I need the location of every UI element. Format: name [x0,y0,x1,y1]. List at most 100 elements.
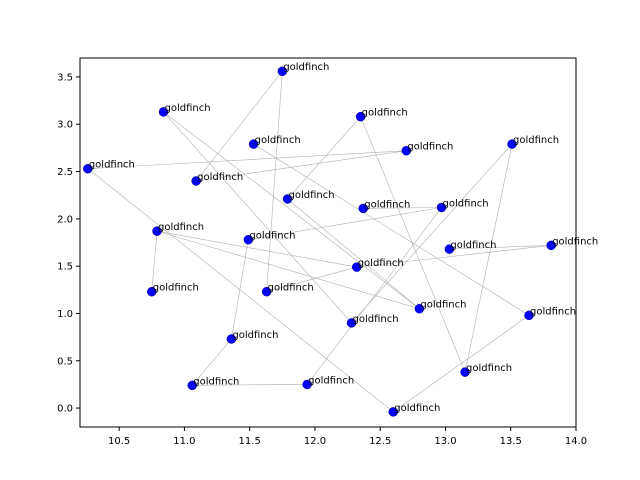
edge-line [449,245,552,250]
edge-line [363,207,442,209]
x-tick-label: 13.0 [434,436,456,447]
edge-line [253,143,530,316]
data-point [261,286,272,297]
point-label: goldfinch [407,142,453,153]
edge-line [151,231,158,292]
data-point [277,66,288,76]
data-point [401,145,412,156]
point-label: goldfinch [197,172,243,183]
y-tick-label: 0.0 [57,404,73,415]
x-tick-label: 13.5 [500,436,522,447]
y-tick-label: 1.0 [57,309,73,320]
point-label: goldfinch [289,190,335,201]
data-point [460,367,470,377]
edge-line [266,71,283,292]
point-label: goldfinch [362,108,408,119]
point-label: goldfinch [89,160,135,171]
data-point [152,226,162,236]
point-label-layer: goldfinch goldfinch goldfinch goldfinch gold… [89,62,598,414]
point-label: goldfinch [450,240,496,251]
data-point [358,203,368,214]
data-point [187,380,198,391]
data-point [248,139,259,149]
data-point [414,303,425,314]
edge-line [192,338,232,386]
edge-line [360,116,466,373]
edge-line [356,245,552,268]
data-point [191,176,201,186]
point-label: goldfinch [193,376,239,387]
edge-line [306,207,442,385]
data-point [507,139,517,149]
edge-line [287,116,361,200]
x-tick-label: 10.5 [108,436,130,447]
data-point [388,407,399,417]
edge-line [163,111,352,324]
edge-line [231,239,249,340]
data-point [282,194,293,204]
edge-line [464,144,513,373]
point-label: goldfinch [352,314,398,325]
data-point [158,107,169,117]
data-point [444,244,455,254]
point-label: goldfinch [443,198,489,209]
data-point [147,286,157,297]
data-point [346,318,357,328]
point-label: goldfinch [420,300,466,311]
edge-line [87,168,394,413]
y-tick-label: 3.5 [57,72,73,83]
x-tick-label: 11.5 [239,436,261,447]
x-tick-label: 14.0 [565,436,587,447]
data-point [546,240,556,251]
point-label: goldfinch [232,330,278,341]
edge-line [156,230,357,268]
data-point [351,262,362,272]
x-tick-label: 12.0 [304,436,326,447]
point-label: goldfinch [283,62,329,73]
point-label: goldfinch [394,403,440,414]
y-tick-label: 1.5 [57,262,73,273]
edge-line [192,384,308,386]
point-label: goldfinch [552,236,598,247]
point-label: goldfinch [153,283,199,294]
point-label: goldfinch [255,135,301,146]
edge-line [196,150,407,182]
point-label: goldfinch [268,283,314,294]
plot-frame [79,57,577,428]
point-label: goldfinch [466,363,512,374]
point-label: goldfinch [364,199,410,210]
data-point [243,234,254,245]
y-axis: 0.0 0.5 1.0 1.5 2.0 2.5 3.0 3.5 [57,72,80,415]
y-tick-label: 2.5 [57,167,73,178]
point-label: goldfinch [513,135,559,146]
point-label: goldfinch [165,103,211,114]
point-label: goldfinch [358,258,404,269]
data-point [355,111,366,122]
edge-line [248,207,442,240]
y-tick-label: 2.0 [57,214,73,225]
point-label: goldfinch [530,306,576,317]
edge-line [393,315,530,413]
y-tick-label: 0.5 [57,356,73,367]
edge-line [266,266,357,292]
edge-line [287,198,420,309]
data-point [83,163,93,174]
y-tick-label: 3.0 [57,120,73,131]
edge-line [163,111,420,309]
x-tick-label: 12.5 [369,436,391,447]
data-point [436,202,447,213]
edge-line [351,143,513,324]
data-point [524,310,534,321]
x-tick-label: 11.0 [173,436,195,447]
point-label: goldfinch [308,375,354,386]
edge-layer [87,71,552,413]
point-label: goldfinch [158,222,204,233]
edge-line [195,71,283,182]
edge-line [87,150,407,169]
point-label: goldfinch [249,231,295,242]
data-point [226,334,237,344]
x-axis: 10.5 11.0 11.5 12.0 12.5 13.0 13.5 14.0 [108,427,587,447]
edge-line [156,230,420,310]
